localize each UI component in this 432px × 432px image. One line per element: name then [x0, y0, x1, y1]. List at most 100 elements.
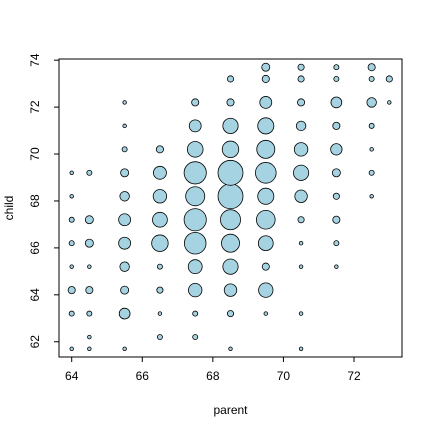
data-point [368, 122, 375, 129]
data-point [332, 215, 341, 224]
x-tick-label: 66 [136, 369, 150, 383]
data-point [226, 75, 235, 83]
data-point [223, 283, 238, 297]
data-point [183, 231, 207, 255]
data-point [261, 74, 270, 83]
data-point [192, 334, 199, 341]
data-point [67, 286, 76, 295]
data-point [186, 141, 204, 158]
data-point [156, 334, 163, 341]
x-axis: 64 66 68 70 72 [65, 357, 361, 383]
data-point [298, 240, 304, 246]
y-axis: 62 64 66 68 70 72 74 [28, 53, 59, 348]
data-point [120, 168, 130, 178]
data-point [330, 96, 343, 109]
data-point [217, 159, 244, 186]
data-point [120, 285, 130, 295]
data-point [259, 96, 273, 109]
data-point [119, 261, 130, 272]
data-point [119, 191, 130, 202]
data-point [332, 121, 341, 130]
data-point [151, 234, 169, 252]
data-point [221, 140, 240, 159]
data-point [368, 75, 375, 82]
data-point [257, 235, 274, 252]
y-axis-title: child [2, 196, 16, 221]
data-point [118, 307, 131, 320]
data-point [122, 123, 127, 129]
data-point [188, 119, 202, 133]
data-point [152, 211, 168, 228]
data-point [257, 117, 275, 135]
data-point [183, 208, 207, 232]
data-point [87, 334, 92, 340]
data-point [298, 311, 304, 316]
data-point [369, 147, 374, 152]
data-point [366, 97, 377, 108]
data-point [385, 75, 393, 83]
data-point [333, 240, 340, 247]
data-point [87, 264, 92, 269]
data-point [226, 98, 235, 107]
data-point [261, 262, 270, 271]
data-point [220, 209, 241, 231]
data-point [69, 170, 74, 176]
data-point [263, 311, 268, 316]
data-point [122, 346, 127, 351]
data-point [261, 62, 271, 72]
y-tick-label: 74 [28, 53, 42, 67]
x-tick-label: 68 [206, 369, 220, 383]
data-point [255, 162, 277, 184]
data-point [297, 216, 305, 224]
data-point [331, 168, 341, 178]
data-point [257, 187, 275, 205]
x-axis-title: parent [213, 403, 248, 417]
data-point [256, 209, 276, 230]
data-point [298, 346, 304, 351]
data-point [157, 311, 163, 316]
y-tick-label: 72 [28, 100, 42, 114]
data-point [217, 183, 244, 210]
data-point [152, 189, 168, 204]
y-tick-label: 66 [28, 241, 42, 255]
data-point [192, 310, 199, 317]
data-point [295, 120, 307, 132]
data-point [368, 169, 375, 176]
data-point [332, 192, 340, 200]
data-point [222, 258, 239, 275]
data-point [298, 264, 304, 269]
data-point [68, 216, 75, 223]
data-point [297, 63, 305, 71]
data-point [222, 117, 239, 134]
data-point [185, 186, 206, 207]
data-point [85, 286, 94, 295]
data-point [155, 145, 164, 154]
x-tick-label: 64 [65, 369, 79, 383]
data-point [387, 100, 392, 105]
data-point [86, 310, 93, 317]
data-point [221, 233, 240, 253]
data-point [369, 194, 374, 199]
data-point [156, 263, 163, 270]
data-point [69, 264, 74, 269]
data-point [330, 143, 343, 156]
x-tick-label: 70 [277, 369, 291, 383]
data-point [226, 310, 235, 318]
plot-frame [58, 58, 403, 358]
data-point [87, 346, 92, 351]
data-point [84, 215, 94, 225]
data-point [69, 346, 74, 351]
data-point [153, 165, 167, 180]
y-tick-label: 62 [28, 335, 42, 349]
data-point [228, 346, 233, 351]
data-point [68, 240, 75, 247]
data-point [122, 100, 127, 105]
data-point [156, 286, 164, 294]
data-point [118, 213, 132, 227]
data-point [297, 98, 306, 107]
data-point [333, 75, 340, 82]
points-layer [67, 62, 393, 351]
data-point [293, 164, 310, 181]
data-point [297, 75, 305, 83]
